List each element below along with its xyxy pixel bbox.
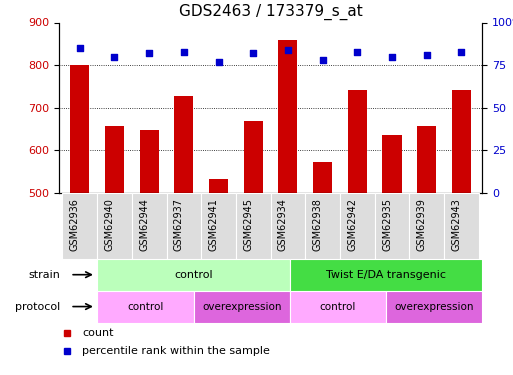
Bar bbox=[167, 193, 201, 259]
Bar bbox=[140, 130, 159, 193]
Bar bbox=[374, 193, 409, 259]
Bar bbox=[417, 126, 436, 193]
Bar bbox=[97, 259, 290, 291]
Bar bbox=[444, 193, 479, 259]
Text: percentile rank within the sample: percentile rank within the sample bbox=[82, 346, 270, 355]
Text: GSM62943: GSM62943 bbox=[451, 198, 461, 251]
Bar bbox=[174, 96, 193, 193]
Text: GSM62937: GSM62937 bbox=[174, 198, 184, 251]
Bar bbox=[386, 291, 482, 322]
Bar bbox=[348, 90, 367, 193]
Point bbox=[110, 54, 119, 60]
Bar bbox=[236, 193, 271, 259]
Text: protocol: protocol bbox=[15, 302, 61, 312]
Point bbox=[353, 48, 362, 54]
Bar bbox=[209, 179, 228, 193]
Title: GDS2463 / 173379_s_at: GDS2463 / 173379_s_at bbox=[179, 3, 363, 20]
Point bbox=[249, 50, 258, 56]
Bar bbox=[63, 193, 97, 259]
Text: GSM62942: GSM62942 bbox=[347, 198, 358, 251]
Text: GSM62944: GSM62944 bbox=[139, 198, 149, 251]
Bar bbox=[105, 126, 124, 193]
Point bbox=[284, 47, 292, 53]
Point bbox=[457, 48, 465, 54]
Point bbox=[388, 54, 396, 60]
Text: overexpression: overexpression bbox=[202, 302, 282, 312]
Text: overexpression: overexpression bbox=[394, 302, 474, 312]
Point bbox=[76, 45, 84, 51]
Point bbox=[423, 52, 431, 58]
Text: control: control bbox=[320, 302, 356, 312]
Bar bbox=[383, 135, 402, 193]
Text: GSM62936: GSM62936 bbox=[70, 198, 80, 251]
Bar bbox=[132, 193, 167, 259]
Text: control: control bbox=[127, 302, 164, 312]
Bar bbox=[290, 259, 482, 291]
Point bbox=[145, 50, 153, 56]
Text: GSM62940: GSM62940 bbox=[105, 198, 114, 251]
Text: GSM62945: GSM62945 bbox=[243, 198, 253, 251]
Text: GSM62934: GSM62934 bbox=[278, 198, 288, 251]
Text: control: control bbox=[174, 270, 213, 280]
Text: strain: strain bbox=[29, 270, 61, 280]
Text: GSM62939: GSM62939 bbox=[417, 198, 427, 251]
Bar bbox=[409, 193, 444, 259]
Text: GSM62941: GSM62941 bbox=[209, 198, 219, 251]
Bar bbox=[97, 193, 132, 259]
Text: GSM62935: GSM62935 bbox=[382, 198, 392, 251]
Point bbox=[214, 59, 223, 65]
Text: count: count bbox=[82, 328, 114, 338]
Text: GSM62938: GSM62938 bbox=[312, 198, 323, 251]
Bar bbox=[201, 193, 236, 259]
Bar bbox=[194, 291, 290, 322]
Bar bbox=[244, 121, 263, 193]
Bar bbox=[340, 193, 374, 259]
Bar bbox=[279, 40, 298, 193]
Bar bbox=[452, 90, 471, 193]
Bar bbox=[70, 65, 89, 193]
Bar bbox=[305, 193, 340, 259]
Point bbox=[180, 48, 188, 54]
Bar bbox=[313, 162, 332, 193]
Point bbox=[319, 57, 327, 63]
Bar bbox=[271, 193, 305, 259]
Bar bbox=[290, 291, 386, 322]
Text: Twist E/DA transgenic: Twist E/DA transgenic bbox=[326, 270, 446, 280]
Bar bbox=[97, 291, 194, 322]
